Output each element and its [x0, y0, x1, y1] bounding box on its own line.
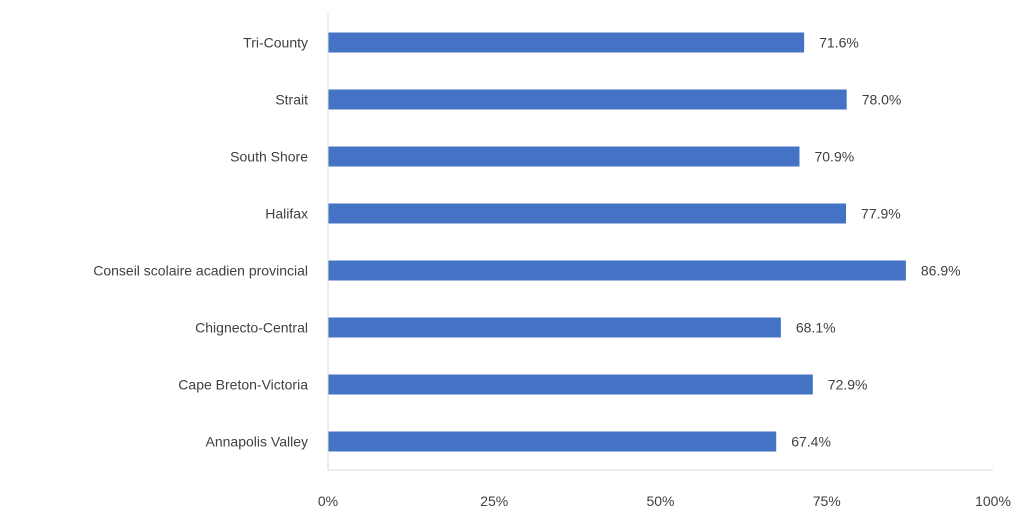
value-label: 78.0% [862, 92, 902, 108]
x-ticks-layer: 0% 25% 50% 75% 100% [318, 493, 1011, 509]
bar [328, 431, 777, 452]
bar [328, 89, 847, 110]
x-tick-label: 100% [975, 493, 1011, 509]
category-label: Tri-County [243, 35, 308, 51]
labels-layer: Tri-County 71.6% Strait 78.0% South Shore 70.… [93, 35, 960, 450]
x-tick-label: 25% [480, 493, 508, 509]
category-label: Halifax [265, 206, 308, 222]
bar [328, 203, 847, 224]
x-tick-label: 75% [813, 493, 841, 509]
value-label: 71.6% [819, 35, 859, 51]
bar [328, 146, 800, 167]
value-label: 77.9% [861, 206, 901, 222]
category-label: Chignecto-Central [195, 320, 308, 336]
category-label: Annapolis Valley [206, 434, 308, 450]
category-label: Cape Breton-Victoria [178, 377, 308, 393]
value-label: 86.9% [921, 263, 961, 279]
bar [328, 260, 906, 281]
category-label: Conseil scolaire acadien provincial [93, 263, 308, 279]
x-tick-label: 50% [646, 493, 674, 509]
bar [328, 317, 781, 338]
bars-layer [328, 32, 906, 452]
bar [328, 374, 813, 395]
category-label: South Shore [230, 149, 308, 165]
bar [328, 32, 805, 53]
value-label: 70.9% [814, 149, 854, 165]
category-label: Strait [275, 92, 308, 108]
x-tick-label: 0% [318, 493, 338, 509]
value-label: 72.9% [828, 377, 868, 393]
value-label: 68.1% [796, 320, 836, 336]
value-label: 67.4% [791, 434, 831, 450]
